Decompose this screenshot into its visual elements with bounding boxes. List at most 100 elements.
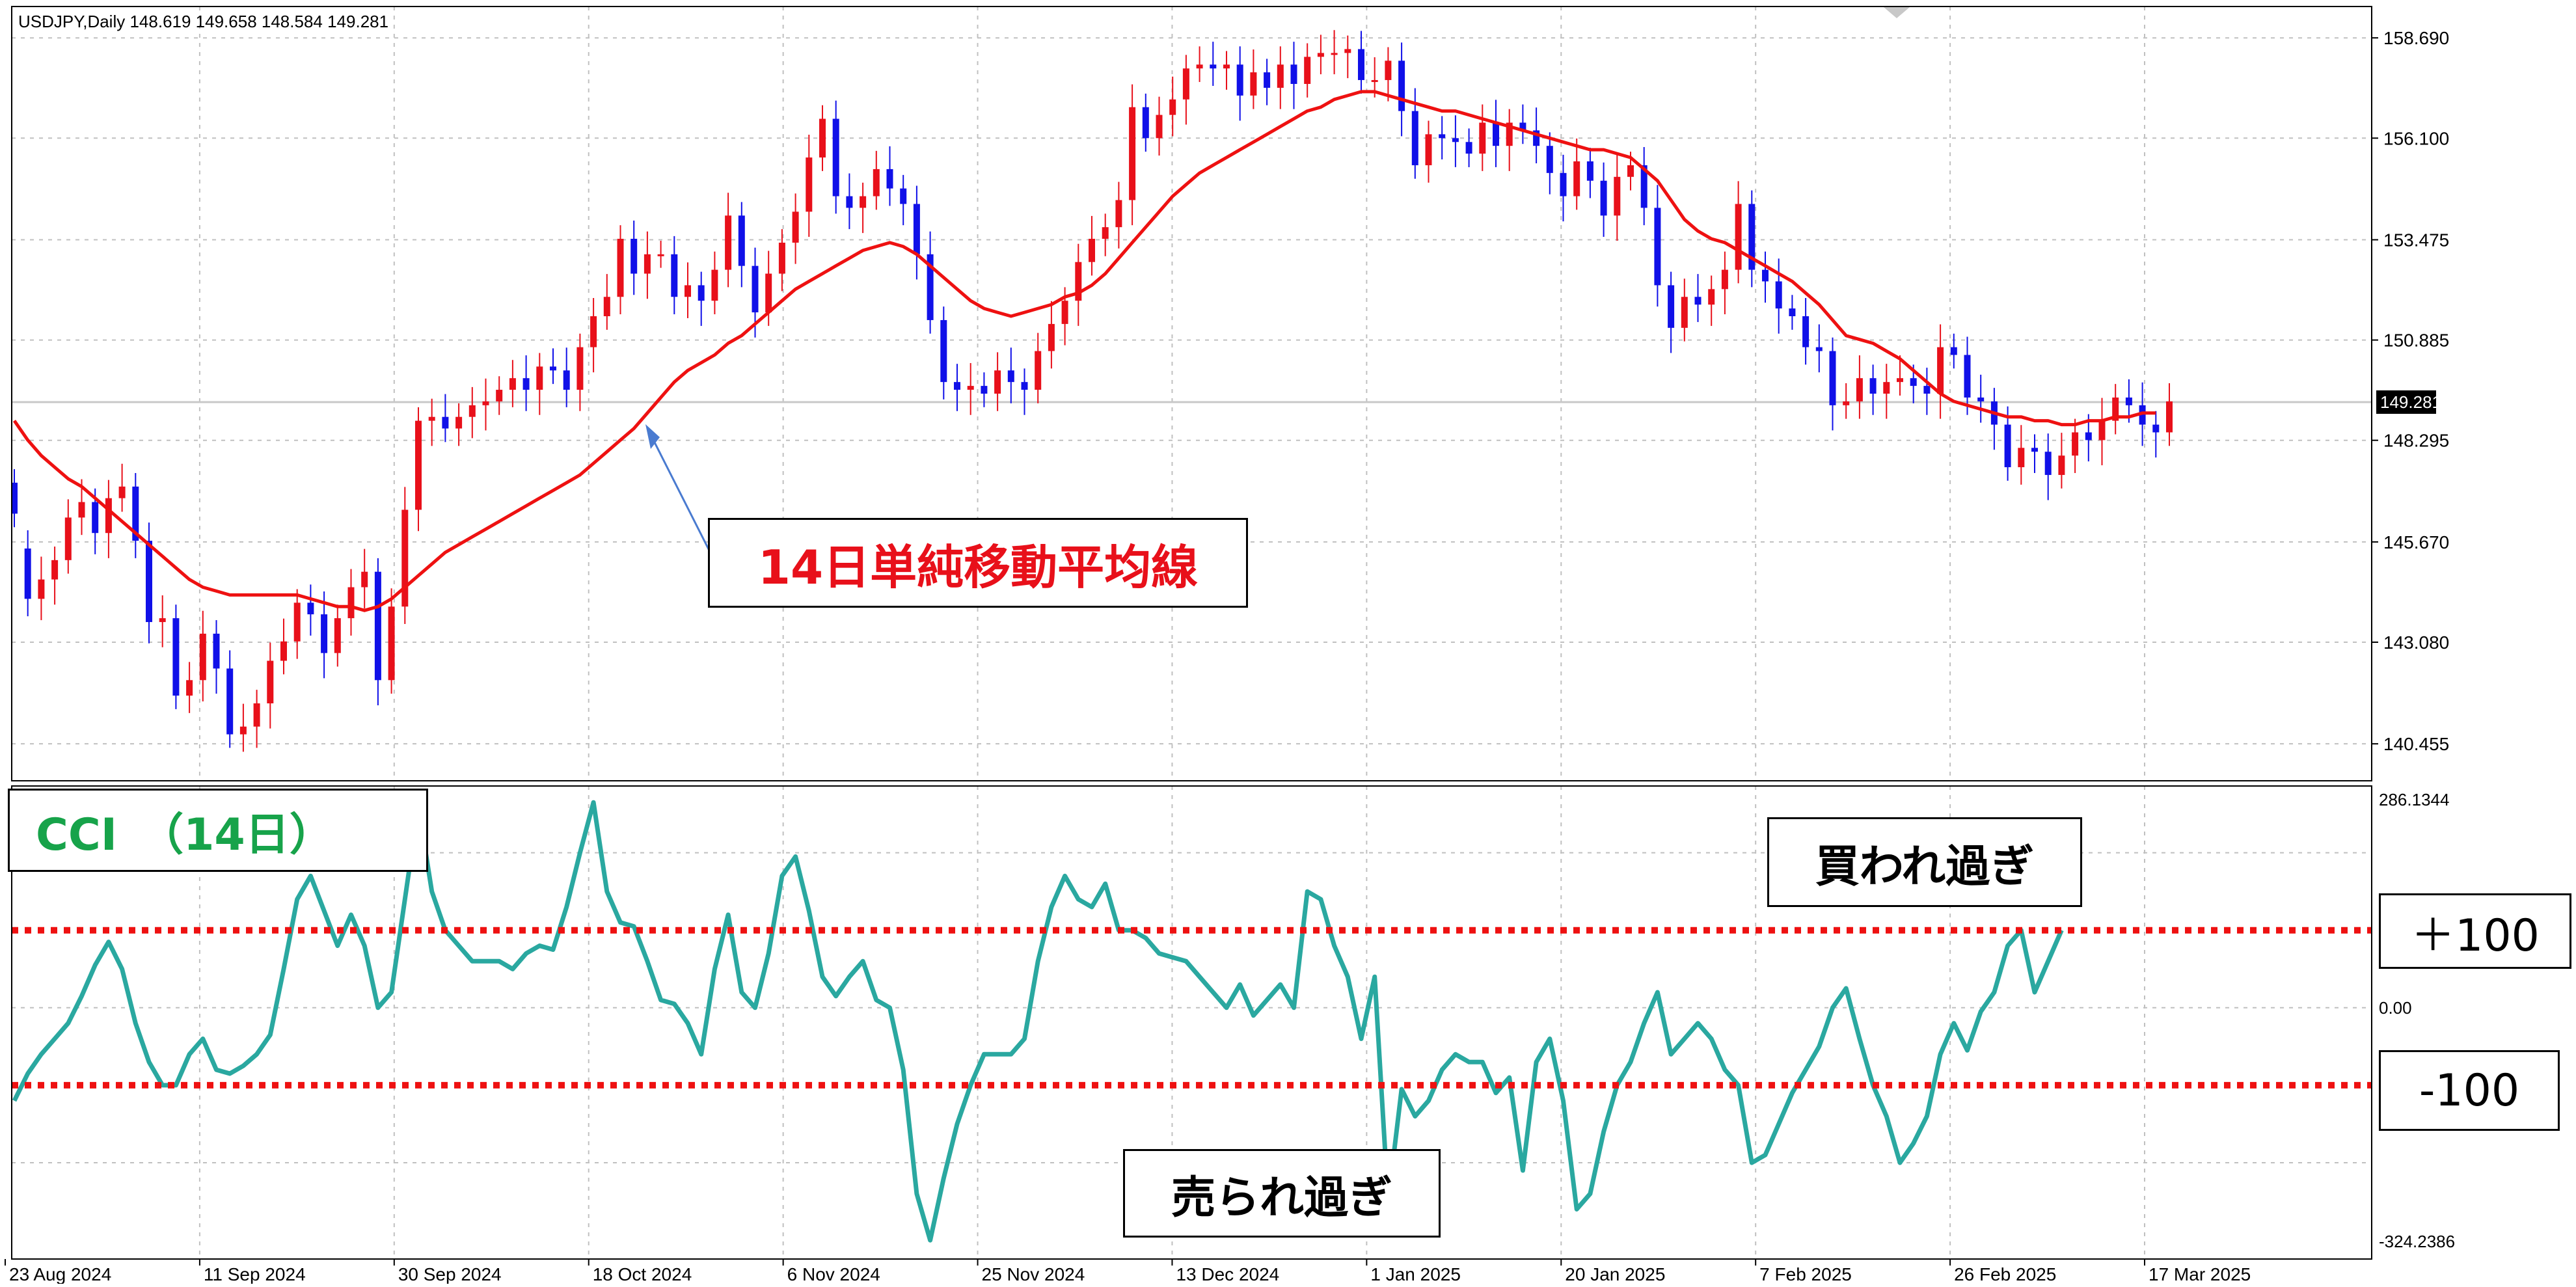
time-tick-label: 20 Jan 2025 [1565, 1264, 1665, 1284]
candle-body [2125, 397, 2132, 405]
price-tick-label: 143.080 [2383, 632, 2449, 653]
candle-body [738, 215, 745, 266]
candle-body [1640, 165, 1647, 208]
candle-body [1789, 308, 1796, 316]
candle-body [1546, 146, 1553, 173]
candle-body [293, 603, 301, 642]
candle-body [2139, 405, 2146, 425]
candle-body [1721, 269, 1728, 290]
candle-body [1210, 64, 1217, 69]
candle-body [442, 416, 449, 429]
candle-body [401, 509, 409, 607]
candle-body [1385, 61, 1392, 81]
candle-body [1883, 382, 1890, 394]
candle-body [1398, 61, 1405, 111]
candle-body [1668, 285, 1675, 328]
candle-body [347, 587, 355, 619]
plus-100-label: ＋100 [2411, 910, 2540, 962]
candle-body [374, 571, 381, 681]
candle-body [307, 603, 314, 615]
candle-body [2112, 397, 2119, 421]
candle-body [1748, 204, 1756, 270]
candle-body [927, 254, 934, 320]
current-price-label: 149.281 [2380, 392, 2441, 412]
candle-body [267, 660, 274, 703]
candle-body [1923, 386, 1931, 394]
time-tick-label: 30 Sep 2024 [398, 1264, 502, 1284]
axes [11, 6, 2372, 1260]
candle-body [482, 401, 489, 405]
candle-body [2166, 401, 2173, 433]
time-tick-label: 26 Feb 2025 [1954, 1264, 2056, 1284]
oversold-label: 売られ過ぎ [1171, 1172, 1392, 1224]
sma-annotation-box: 14日単純移動平均線 [708, 518, 1248, 608]
candle-body [576, 347, 584, 390]
candle-body [1304, 57, 1311, 84]
scroll-marker-icon[interactable] [1884, 7, 1910, 18]
candle-body [1411, 111, 1418, 165]
sma-annotation-label: 14日単純移動平均線 [757, 539, 1199, 595]
candle-body [550, 366, 556, 371]
candle-body [1169, 99, 1176, 115]
current-price-tag [2376, 390, 2436, 414]
candle-body [2085, 432, 2092, 440]
price-tick-label: 158.690 [2383, 28, 2449, 48]
candle-body [1075, 262, 1082, 301]
candle-body [78, 502, 85, 518]
candle-body [361, 571, 368, 588]
candle-body [213, 633, 220, 669]
candle-body [1089, 239, 1095, 262]
minus-100-box: -100 [2379, 1050, 2560, 1131]
candle-body [1223, 64, 1230, 69]
candle-body [1048, 323, 1055, 351]
candle-body [468, 405, 476, 417]
candle-body [1897, 378, 1903, 383]
candle-body [1815, 347, 1823, 351]
candle-body [1156, 115, 1163, 139]
cci-title: CCI （14日） [36, 809, 334, 861]
candle-body [1439, 134, 1446, 139]
candle-body [1964, 355, 1971, 398]
price-tick-label: 150.885 [2383, 331, 2449, 351]
candle-body [172, 618, 180, 696]
candle-body [1290, 64, 1297, 84]
candle-body [1627, 165, 1634, 177]
candle-body [819, 118, 826, 158]
candle-body [186, 680, 193, 696]
plus-100-box: ＋100 [2379, 893, 2571, 969]
candle-body [913, 204, 920, 254]
candle-body [617, 239, 624, 297]
annotation-arrow-shaft [649, 434, 712, 554]
candle-body [698, 285, 705, 301]
candle-body [11, 482, 18, 514]
candle-body [280, 641, 287, 661]
candle-body [24, 549, 31, 599]
candle-body [1937, 347, 1944, 394]
candle-body [1600, 180, 1607, 216]
candle-body [1182, 68, 1189, 100]
candle-body [1614, 176, 1621, 216]
candle-body [226, 668, 234, 735]
candle-body [239, 726, 247, 735]
candle-body [92, 502, 99, 534]
candle-body [1452, 138, 1459, 142]
candle-body [1856, 378, 1863, 401]
candle-body [159, 618, 166, 623]
candle-body [2031, 448, 2038, 452]
candle-body [725, 215, 732, 270]
time-tick-label: 23 Aug 2024 [9, 1264, 111, 1284]
candle-body [1021, 382, 1028, 390]
main-panel-frame [11, 6, 2372, 781]
candle-body [1479, 122, 1486, 154]
candle-body [1371, 80, 1378, 83]
candle-body [1425, 134, 1432, 165]
candle-body [630, 239, 638, 274]
candle-body [1977, 397, 1985, 401]
candle-body [886, 169, 893, 189]
candle-body [118, 486, 126, 498]
candle-body [1115, 200, 1122, 228]
candle-body [388, 606, 395, 681]
sma14-line [12, 90, 2156, 612]
candle-body [334, 618, 341, 653]
